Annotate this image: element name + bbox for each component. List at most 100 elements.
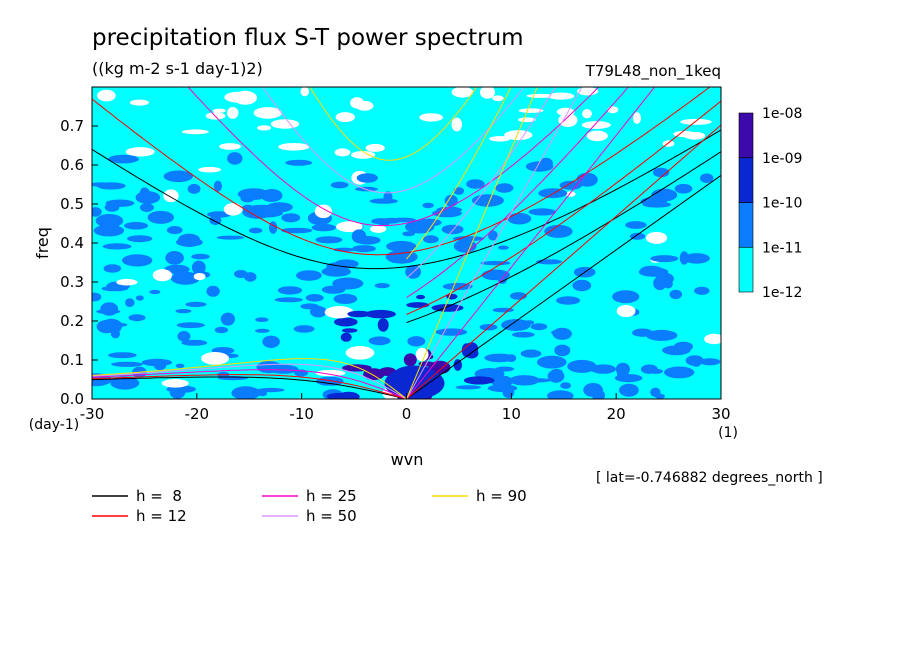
spectral-patch <box>544 224 573 238</box>
spectral-patch <box>455 385 482 390</box>
y-tick-label: 0.1 <box>60 351 84 369</box>
spectral-patch <box>315 369 346 377</box>
spectral-patch <box>103 264 122 273</box>
spectral-patch <box>93 224 125 237</box>
spectral-patch <box>219 143 241 150</box>
spectral-patch <box>305 294 324 302</box>
spectral-patch <box>166 226 183 235</box>
spectral-patch <box>407 336 426 347</box>
spectral-patch <box>101 285 129 292</box>
x-tick-label: 20 <box>607 405 626 423</box>
spectral-patch <box>176 322 205 329</box>
x-tick-label: 0 <box>402 405 412 423</box>
colorbar-level-label: 1e-10 <box>762 196 802 212</box>
x-tick-label: -10 <box>289 405 314 423</box>
spectral-patch <box>227 152 243 165</box>
spectral-patch <box>629 232 646 240</box>
spectral-patch <box>501 319 531 331</box>
spectral-patch <box>326 392 352 399</box>
spectral-patch <box>191 253 210 260</box>
legend-label-h12: h = 12 <box>136 507 187 525</box>
spectral-patch <box>268 364 299 374</box>
spectral-patch <box>347 310 371 318</box>
spectral-patch <box>645 329 678 341</box>
spectral-patch <box>254 328 270 333</box>
colorbar-level-label: 1e-12 <box>762 285 802 301</box>
spectral-patch <box>253 107 282 119</box>
spectral-patch <box>224 91 253 103</box>
spectral-patch <box>255 317 269 323</box>
spectral-patch <box>590 364 616 374</box>
spectral-patch <box>356 173 378 183</box>
spectral-patch <box>386 240 417 252</box>
spectral-patch <box>444 194 458 207</box>
y-tick-label: 0.2 <box>60 312 84 330</box>
spectral-patch <box>161 379 189 388</box>
spectral-patch <box>193 273 206 281</box>
spectral-patch <box>369 198 398 204</box>
spectral-patch <box>518 108 544 113</box>
spectral-patch <box>422 202 434 209</box>
spectral-patch <box>673 341 694 352</box>
colorbar-swatch <box>738 246 754 293</box>
spectral-patch <box>262 335 280 348</box>
dispersion-curve-h25 <box>92 369 407 399</box>
spectral-patch <box>403 353 417 367</box>
spectral-patch <box>453 359 462 371</box>
spectral-patch <box>405 220 435 234</box>
spectral-patch <box>285 159 313 166</box>
spectral-patch <box>365 309 396 319</box>
spectral-patch <box>213 180 222 192</box>
spectral-patch <box>538 188 568 199</box>
spectral-patch <box>423 235 439 244</box>
spectral-patch <box>212 108 226 113</box>
spectral-patch <box>191 260 206 275</box>
spectral-patch <box>324 306 354 319</box>
spectral-patch <box>139 187 150 200</box>
spectral-patch <box>650 255 679 263</box>
spectral-patch <box>187 183 201 194</box>
spectral-patch <box>108 352 137 359</box>
y-axis-unit: (day-1) <box>29 417 79 433</box>
spectral-patch <box>314 204 333 219</box>
dispersion-curve-h8 <box>92 129 721 270</box>
spectral-patch <box>274 297 303 303</box>
spectral-patch <box>607 106 619 114</box>
spectral-patch <box>684 131 706 140</box>
spectral-patch <box>122 254 153 267</box>
spectral-patch <box>452 236 485 242</box>
spectral-patch <box>640 197 667 207</box>
dispersion-curve-h25 <box>406 87 656 399</box>
spectral-patch <box>128 314 146 322</box>
spectral-patch <box>277 286 303 295</box>
spectral-patch <box>471 194 504 207</box>
spectral-patch <box>340 332 352 342</box>
spectral-patch <box>333 293 358 304</box>
spectral-patch <box>680 118 712 125</box>
spectral-patch <box>129 99 149 106</box>
spectral-patch <box>381 217 401 224</box>
spectral-patch <box>567 359 597 373</box>
spectral-patch <box>351 229 367 244</box>
spectral-patch <box>509 375 540 386</box>
y-tick-label: 0.3 <box>60 273 84 291</box>
dispersion-curve-h50 <box>406 87 583 399</box>
spectral-patch <box>633 112 641 124</box>
spectral-patch <box>487 384 518 393</box>
spectral-patch <box>278 143 310 151</box>
spectral-patch <box>547 390 574 399</box>
dispersion-curve-h12 <box>92 87 711 256</box>
spectral-patch <box>547 92 575 100</box>
spectral-patch <box>699 358 721 366</box>
spectral-patch <box>586 130 608 142</box>
dispersion-curve-h12 <box>406 124 721 399</box>
spectral-patch <box>281 213 301 223</box>
spectral-patch <box>402 231 415 237</box>
spectral-patch <box>177 331 191 342</box>
y-axis-label: freq <box>33 227 52 259</box>
spectral-patch <box>237 188 270 200</box>
spectral-patch <box>234 270 248 278</box>
spectral-patch <box>251 208 284 218</box>
spectral-patch <box>116 278 138 286</box>
